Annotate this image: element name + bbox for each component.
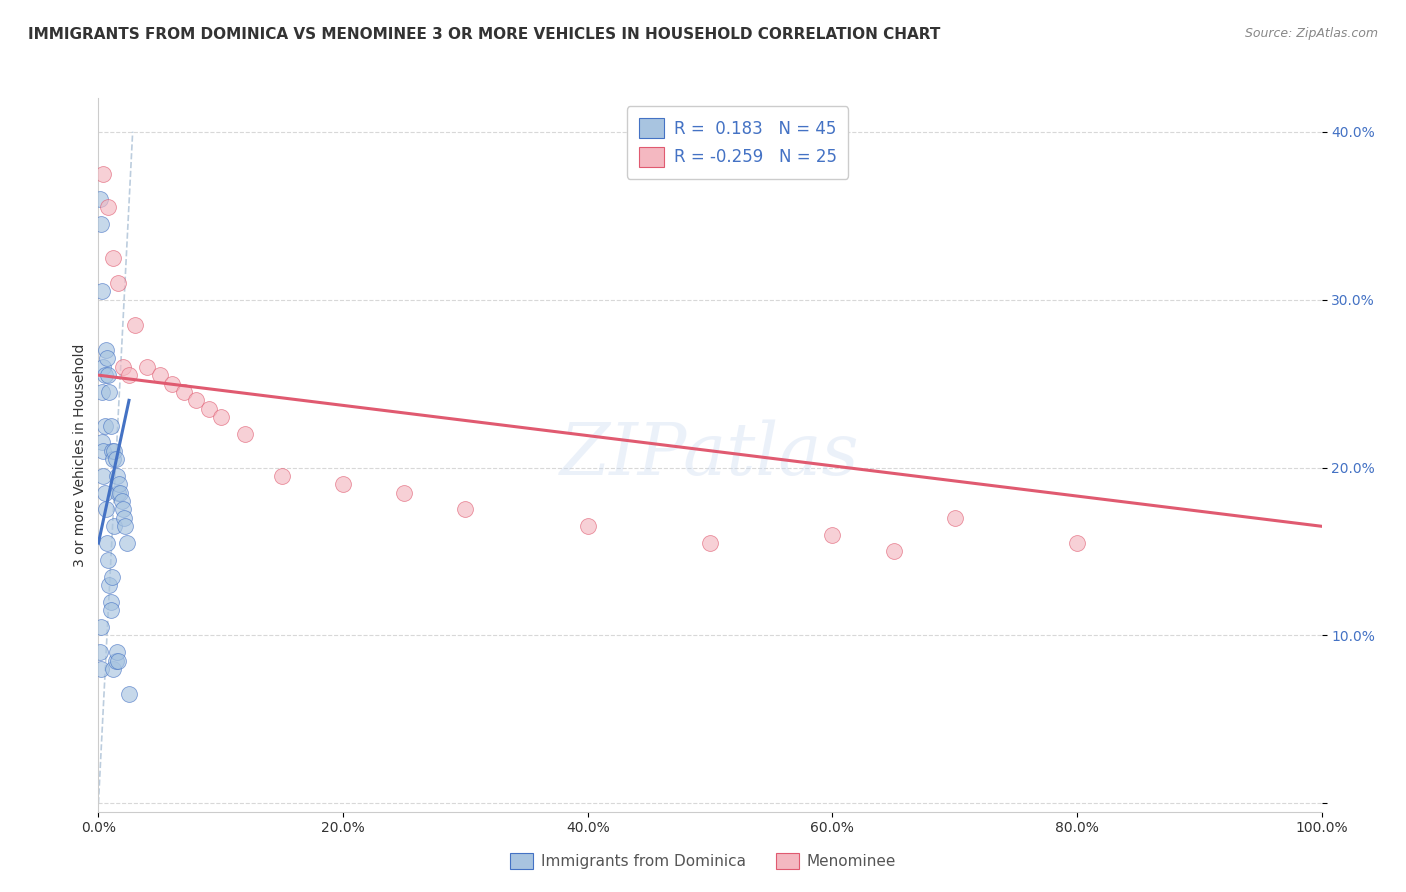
Point (94, 502, 117, 516)
Point (114, 519, 136, 533)
Point (103, 443, 125, 458)
Point (118, 368, 141, 383)
Text: IMMIGRANTS FROM DOMINICA VS MENOMINEE 3 OR MORE VEHICLES IN HOUSEHOLD CORRELATIO: IMMIGRANTS FROM DOMINICA VS MENOMINEE 3 … (28, 27, 941, 42)
Point (97, 368, 120, 383)
Point (91, 435, 114, 450)
Point (91, 384, 114, 399)
Point (101, 251, 124, 265)
Point (93, 485, 115, 500)
Point (97, 200, 120, 214)
Point (186, 393, 208, 408)
Point (110, 485, 132, 500)
Point (209, 410, 232, 425)
Point (332, 477, 354, 491)
Point (90, 662, 112, 676)
Point (149, 368, 172, 383)
Point (107, 654, 129, 668)
Point (105, 645, 128, 659)
Point (392, 485, 416, 500)
Point (91, 167, 114, 181)
Point (111, 359, 134, 374)
Point (100, 418, 122, 433)
Point (197, 401, 219, 416)
Point (821, 527, 844, 541)
Point (100, 595, 122, 609)
Point (89, 192, 111, 206)
Point (270, 469, 294, 483)
Point (136, 359, 159, 374)
Point (93, 418, 115, 433)
Point (108, 477, 131, 491)
Point (107, 485, 129, 500)
Point (98, 578, 121, 592)
Point (97, 553, 120, 567)
Point (124, 318, 146, 332)
Point (94, 343, 117, 357)
Legend: R =  0.183   N = 45, R = -0.259   N = 25: R = 0.183 N = 45, R = -0.259 N = 25 (627, 106, 848, 178)
Point (93, 368, 115, 383)
Y-axis label: 3 or more Vehicles in Household: 3 or more Vehicles in Household (73, 343, 87, 566)
Point (883, 544, 905, 558)
Point (943, 511, 966, 525)
Point (107, 276, 129, 290)
Point (173, 384, 195, 399)
Point (699, 536, 721, 550)
Point (104, 654, 127, 668)
Point (576, 519, 599, 533)
Point (105, 469, 128, 483)
Point (101, 662, 124, 676)
Point (98, 384, 121, 399)
Point (111, 502, 134, 516)
Point (111, 494, 134, 508)
Point (90, 620, 112, 634)
Text: Source: ZipAtlas.com: Source: ZipAtlas.com (1244, 27, 1378, 40)
Point (112, 511, 135, 525)
Point (90, 217, 112, 231)
Point (100, 603, 122, 617)
Point (91, 359, 114, 374)
Point (91, 443, 114, 458)
Point (1066, 536, 1088, 550)
Point (96, 536, 118, 550)
Point (454, 502, 477, 516)
Point (91, 469, 114, 483)
Point (115, 536, 138, 550)
Point (233, 426, 256, 441)
Point (118, 687, 141, 701)
Legend: Immigrants from Dominica, Menominee: Immigrants from Dominica, Menominee (503, 847, 903, 875)
Point (104, 452, 127, 467)
Point (160, 376, 183, 391)
Point (96, 351, 118, 366)
Point (101, 443, 124, 458)
Text: ZIPatlas: ZIPatlas (560, 419, 860, 491)
Point (91, 284, 114, 298)
Point (89, 645, 111, 659)
Point (103, 519, 125, 533)
Point (101, 569, 124, 583)
Point (101, 452, 124, 467)
